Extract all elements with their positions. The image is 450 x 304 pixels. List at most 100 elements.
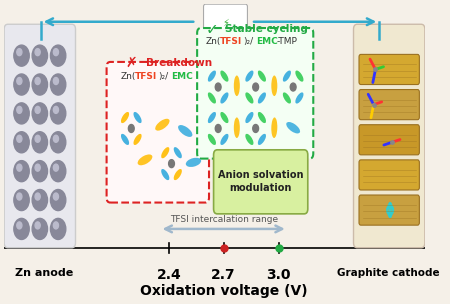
Circle shape [32,132,48,153]
Ellipse shape [295,71,303,82]
Circle shape [35,135,40,142]
Ellipse shape [134,134,142,145]
Circle shape [32,45,48,66]
FancyBboxPatch shape [354,24,425,248]
Circle shape [35,164,40,171]
Text: Oxidation voltage (V): Oxidation voltage (V) [140,284,307,298]
Ellipse shape [220,92,229,104]
Ellipse shape [208,134,216,145]
Ellipse shape [258,134,266,145]
Circle shape [50,161,66,182]
FancyBboxPatch shape [359,90,419,120]
Circle shape [215,83,221,91]
FancyBboxPatch shape [4,24,76,248]
Circle shape [17,135,22,142]
Ellipse shape [121,134,129,145]
Circle shape [253,83,259,91]
Ellipse shape [283,71,291,82]
Ellipse shape [283,92,291,104]
Circle shape [14,74,29,95]
Text: EMC: EMC [171,72,193,81]
Circle shape [32,161,48,182]
Ellipse shape [208,112,216,123]
Circle shape [50,103,66,124]
Circle shape [35,49,40,56]
Ellipse shape [138,154,153,165]
Circle shape [54,49,58,56]
Circle shape [14,132,29,153]
Circle shape [14,161,29,182]
Ellipse shape [258,71,266,82]
Ellipse shape [186,158,201,167]
Text: 2.4: 2.4 [157,268,181,282]
Circle shape [17,49,22,56]
Ellipse shape [271,117,277,138]
Text: )₂/: )₂/ [243,37,253,46]
Text: )₂/: )₂/ [159,72,169,81]
Ellipse shape [271,75,277,96]
Text: Zn(: Zn( [120,72,136,81]
Ellipse shape [295,92,303,104]
Ellipse shape [220,71,229,82]
Circle shape [253,125,259,133]
Circle shape [14,103,29,124]
FancyBboxPatch shape [359,195,419,225]
Ellipse shape [161,147,169,158]
Ellipse shape [258,92,266,104]
Circle shape [32,218,48,240]
Circle shape [32,74,48,95]
Ellipse shape [155,119,170,131]
Text: 2.7: 2.7 [212,268,236,282]
Ellipse shape [258,112,266,123]
Text: ✗: ✗ [126,56,137,70]
Circle shape [14,45,29,66]
Ellipse shape [208,92,216,104]
Circle shape [54,222,58,229]
Ellipse shape [121,112,129,123]
Circle shape [35,222,40,229]
Text: Graphite cathode: Graphite cathode [337,268,440,278]
Ellipse shape [245,112,253,123]
Ellipse shape [178,125,193,137]
Circle shape [35,106,40,113]
FancyBboxPatch shape [107,62,209,202]
Text: Zn anode: Zn anode [15,268,73,278]
Ellipse shape [134,112,142,123]
Text: TFSI: TFSI [135,72,157,81]
FancyBboxPatch shape [359,125,419,155]
Ellipse shape [208,71,216,82]
Circle shape [169,160,175,168]
FancyBboxPatch shape [203,4,248,42]
Circle shape [35,193,40,200]
Circle shape [35,78,40,85]
Ellipse shape [245,92,253,104]
Circle shape [50,45,66,66]
Text: Breakdown: Breakdown [146,58,212,68]
Ellipse shape [234,75,240,96]
Text: ⚡: ⚡ [222,18,229,28]
Ellipse shape [220,112,229,123]
Circle shape [215,125,221,133]
Circle shape [54,78,58,85]
Circle shape [50,189,66,211]
Circle shape [290,83,296,91]
Text: Stable cycling: Stable cycling [225,24,308,34]
Circle shape [50,132,66,153]
Text: Zn(: Zn( [205,37,221,46]
Circle shape [17,164,22,171]
Circle shape [17,78,22,85]
Text: -TMP: -TMP [277,37,297,46]
Text: ✓: ✓ [205,22,218,37]
Circle shape [14,189,29,211]
Circle shape [54,106,58,113]
Ellipse shape [234,117,240,138]
FancyBboxPatch shape [197,28,313,159]
Circle shape [17,193,22,200]
Ellipse shape [286,122,300,133]
Text: Anion solvation
modulation: Anion solvation modulation [218,170,303,193]
Circle shape [14,218,29,240]
FancyBboxPatch shape [359,160,419,190]
Text: EMC: EMC [256,37,278,46]
FancyBboxPatch shape [359,54,419,85]
Circle shape [17,106,22,113]
